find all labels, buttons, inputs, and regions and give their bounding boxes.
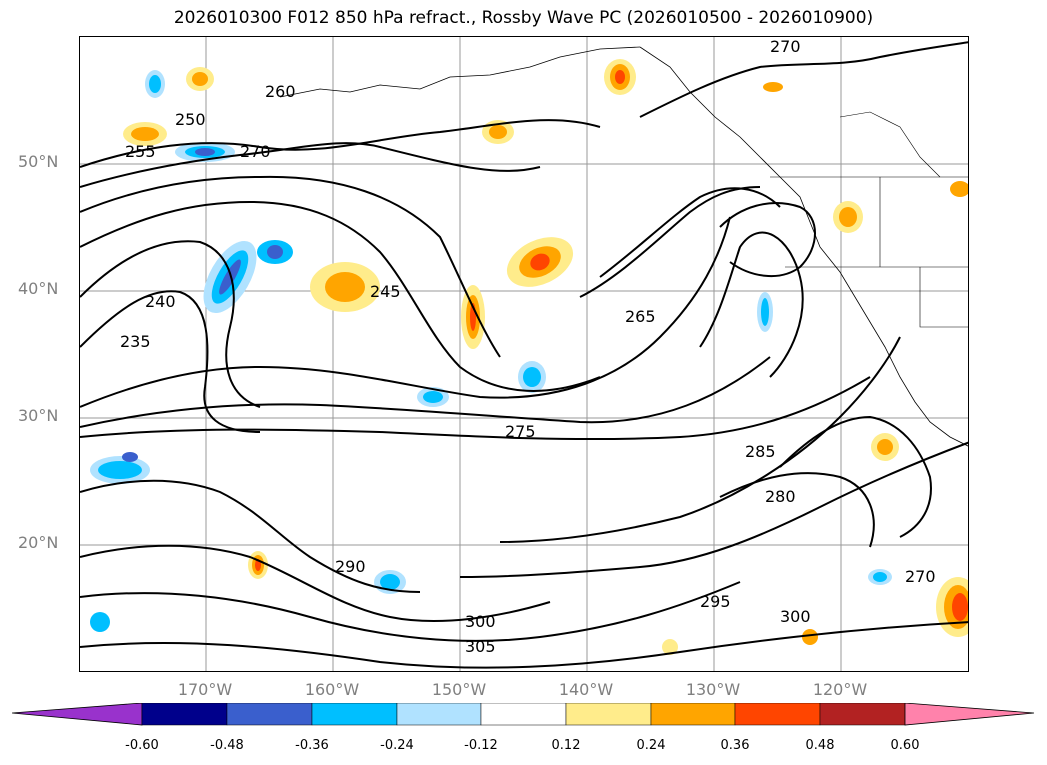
colorbar [12, 703, 1035, 726]
colorbar-tick: 0.36 [720, 738, 750, 753]
colorbar-tick: -0.36 [295, 738, 329, 753]
colorbar-extend-low [12, 703, 143, 726]
colorbar-tick: 0.60 [890, 738, 920, 753]
colorbar-segment [734, 703, 821, 726]
map-panel: 250 255 260 265 270 275 280 285 290 295 … [79, 36, 969, 672]
contour-label: 260 [265, 82, 296, 101]
colorbar-tick: -0.48 [210, 738, 244, 753]
colorbar-segment [650, 703, 736, 726]
contour-label: 295 [700, 592, 731, 611]
anomaly-shading [90, 59, 968, 655]
contour-label: 280 [765, 487, 796, 506]
colorbar-segment [565, 703, 652, 726]
lat-label-40n: 40°N [18, 279, 59, 298]
contour-label: 290 [335, 557, 366, 576]
lat-label-20n: 20°N [18, 533, 59, 552]
contour-label: 285 [745, 442, 776, 461]
contour-label: 255 [125, 142, 156, 161]
lon-label-150w: 150°W [431, 680, 487, 699]
lon-label-160w: 160°W [304, 680, 360, 699]
contour-label: 240 [145, 292, 176, 311]
colorbar-tick: 0.24 [636, 738, 666, 753]
contour-label: 270 [770, 37, 801, 56]
contour-label: 300 [465, 612, 496, 631]
colorbar-extend-high [904, 703, 1035, 726]
contour-label: 270 [905, 567, 936, 586]
colorbar-segment [396, 703, 482, 726]
lon-label-130w: 130°W [685, 680, 741, 699]
lat-label-30n: 30°N [18, 406, 59, 425]
contour-label: 275 [505, 422, 536, 441]
colorbar-segment [141, 703, 228, 726]
colorbar-segment [819, 703, 906, 726]
colorbar-tick: 0.48 [805, 738, 835, 753]
contour-label: 235 [120, 332, 151, 351]
lat-label-50n: 50°N [18, 152, 59, 171]
contour-label: 270 [240, 142, 271, 161]
colorbar-tick: -0.60 [125, 738, 159, 753]
lon-label-120w: 120°W [812, 680, 868, 699]
coastlines [279, 46, 968, 447]
lon-label-140w: 140°W [558, 680, 614, 699]
colorbar-segment [311, 703, 398, 726]
colorbar-tick: -0.24 [380, 738, 414, 753]
contour-label: 300 [780, 607, 811, 626]
colorbar-tick: 0.12 [551, 738, 581, 753]
contour-labels: 250 255 260 265 270 275 280 285 290 295 … [120, 37, 936, 656]
graticule [80, 37, 968, 671]
contour-label: 245 [370, 282, 401, 301]
map-canvas: 250 255 260 265 270 275 280 285 290 295 … [80, 37, 968, 671]
colorbar-segment [226, 703, 313, 726]
contour-lines [80, 41, 968, 669]
colorbar-tick: -0.12 [464, 738, 498, 753]
contour-label: 250 [175, 110, 206, 129]
lon-label-170w: 170°W [177, 680, 233, 699]
contour-label: 305 [465, 637, 496, 656]
contour-label: 265 [625, 307, 656, 326]
map-title: 2026010300 F012 850 hPa refract., Rossby… [173, 8, 874, 28]
colorbar-segment [480, 703, 567, 726]
